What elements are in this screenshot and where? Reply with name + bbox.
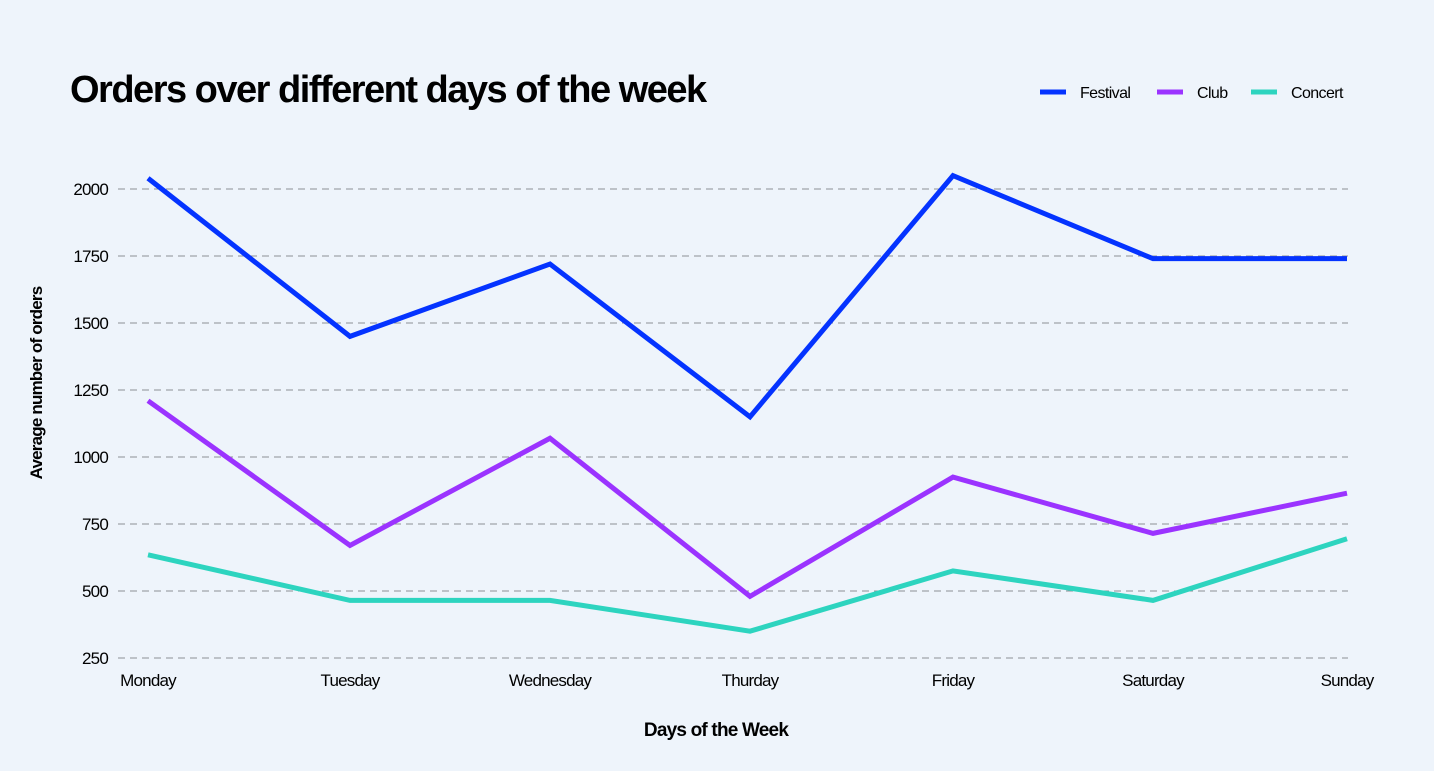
y-tick-label: 1750	[73, 247, 108, 266]
y-tick-label: 1000	[73, 448, 108, 467]
y-tick-label: 500	[82, 582, 108, 601]
x-tick-label: Tuesday	[321, 671, 381, 690]
y-tick-label: 2000	[73, 180, 108, 199]
series-line-concert	[147, 536, 1348, 634]
legend-label: Club	[1197, 85, 1228, 102]
legend: Festival Club Concert	[1040, 85, 1345, 102]
chart-title: Orders over different days of the week	[70, 69, 708, 111]
x-tick-label: Thurday	[722, 671, 780, 690]
series-line-club	[146, 398, 1348, 600]
y-tick-label: 1500	[73, 314, 108, 333]
x-tick-label: Friday	[932, 671, 976, 690]
x-tick-label: Monday	[120, 671, 177, 690]
y-axis-label: Average number of orders	[27, 286, 46, 479]
legend-label: Festival	[1080, 85, 1130, 102]
x-axis-ticks: Monday Tuesday Wednesday Thurday Friday Satur…	[120, 671, 1375, 690]
y-axis-ticks: 250 500 750 1000 1250 1500 1750 2000	[73, 180, 109, 668]
y-tick-label: 1250	[73, 381, 108, 400]
x-tick-label: Sunday	[1321, 671, 1375, 690]
y-tick-label: 250	[82, 649, 108, 668]
x-axis-label: Days of the Week	[644, 720, 789, 741]
x-tick-label: Saturday	[1122, 671, 1185, 690]
legend-item-club: Club	[1157, 85, 1229, 102]
legend-item-festival: Festival	[1040, 85, 1131, 102]
x-tick-label: Wednesday	[509, 671, 593, 690]
y-tick-label: 750	[82, 515, 108, 534]
series-lines	[146, 172, 1348, 634]
legend-label: Concert	[1291, 85, 1344, 102]
series-line-festival	[146, 172, 1347, 421]
legend-item-concert: Concert	[1251, 85, 1345, 102]
